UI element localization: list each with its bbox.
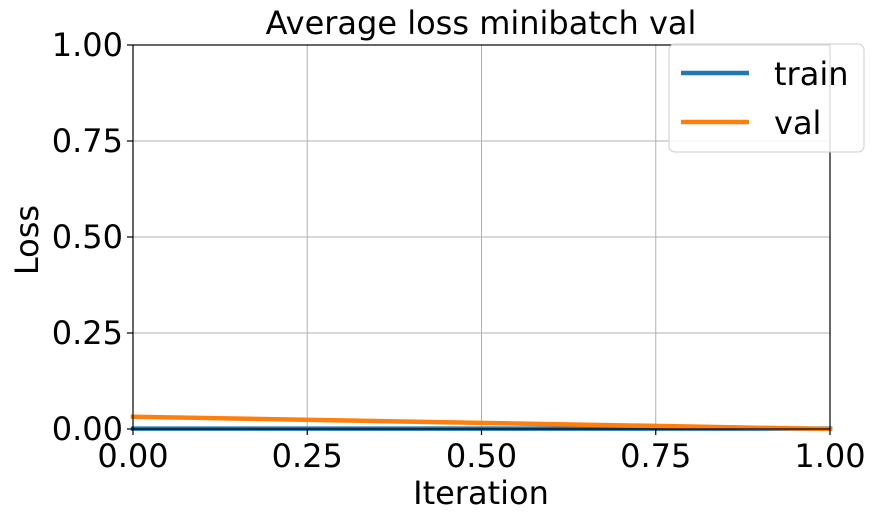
y-tick-label: 0.00	[52, 410, 123, 448]
legend-label-val: val	[774, 104, 821, 142]
y-axis-label: Loss	[8, 205, 46, 275]
x-tick-label: 0.25	[272, 437, 343, 475]
y-tick-label: 0.25	[52, 314, 123, 352]
series-line-val	[130, 414, 833, 432]
x-tick-label: 1.00	[794, 437, 865, 475]
x-tick-label: 0.50	[446, 437, 517, 475]
y-tick-label: 0.75	[52, 122, 123, 160]
x-axis-label: Iteration	[413, 474, 549, 512]
y-tick-label: 0.50	[52, 218, 123, 256]
x-tick-label: 0.75	[620, 437, 691, 475]
x-tick-label: 0.00	[97, 437, 168, 475]
legend-label-train: train	[774, 55, 848, 93]
chart-title: Average loss minibatch val	[266, 4, 697, 42]
y-tick-label: 1.00	[52, 26, 123, 64]
